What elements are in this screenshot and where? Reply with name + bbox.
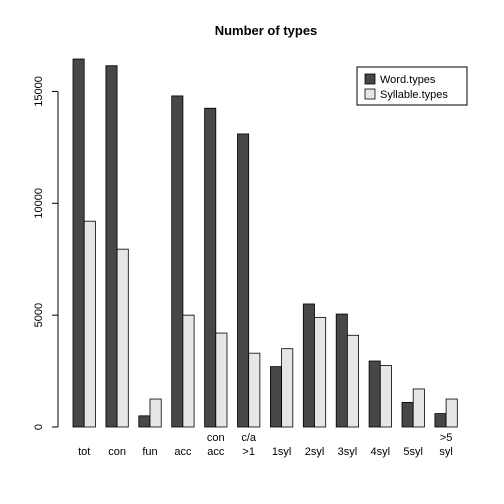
legend-label: Syllable.types [380, 89, 448, 101]
bar-word-types [204, 107, 217, 428]
bar-word-types [138, 415, 151, 428]
bars-group [72, 58, 458, 428]
chart-title: Number of types [215, 23, 318, 38]
x-tick-label: con [108, 446, 126, 458]
bar-word-types [72, 58, 85, 428]
x-tick-label: 3syl [338, 446, 358, 458]
legend: Word.types Syllable.types [356, 66, 468, 106]
y-tick-label: 15000 [33, 76, 45, 107]
x-axis-labels: tot con fun acc con acc c/a >1 1syl 2syl 3syl 4syl 5… [78, 432, 453, 458]
x-tick-label: c/a >1 [241, 432, 257, 458]
x-tick-label: 2syl [305, 446, 325, 458]
x-tick-label: tot [78, 446, 90, 458]
legend-swatch [364, 73, 376, 85]
y-tick-label: 10000 [33, 188, 45, 219]
bar-syllable-types [182, 314, 195, 428]
bar-syllable-types [281, 348, 294, 428]
bar-word-types [269, 366, 282, 428]
bar-syllable-types [248, 352, 261, 428]
bar-word-types [237, 133, 250, 428]
bar-syllable-types [215, 332, 228, 428]
x-tick-label: 1syl [272, 446, 292, 458]
bar-word-types [171, 95, 184, 428]
bar-word-types [302, 303, 315, 428]
bar-syllable-types [412, 388, 425, 428]
bar-syllable-types [379, 365, 392, 428]
bar-word-types [105, 65, 118, 428]
y-tick-label: 0 [33, 424, 45, 430]
bar-syllable-types [149, 398, 162, 428]
bar-word-types [368, 360, 381, 428]
x-tick-label: con acc [207, 432, 225, 458]
bar-syllable-types [346, 334, 359, 428]
x-tick-label: acc [174, 446, 192, 458]
bar-word-types [434, 413, 447, 428]
bar-syllable-types [445, 398, 458, 428]
bar-word-types [335, 313, 348, 428]
legend-label: Word.types [380, 74, 436, 86]
legend-swatch [364, 88, 376, 100]
x-tick-label: >5 syl [439, 432, 452, 458]
y-axis: 0 5000 10000 15000 [33, 76, 59, 430]
x-tick-label: fun [142, 446, 157, 458]
y-tick-label: 5000 [33, 303, 45, 327]
bar-word-types [401, 401, 414, 428]
bar-syllable-types [116, 248, 129, 428]
x-tick-label: 5syl [403, 446, 423, 458]
bar-syllable-types [314, 316, 327, 428]
x-tick-label: 4syl [371, 446, 391, 458]
bar-syllable-types [83, 220, 96, 428]
